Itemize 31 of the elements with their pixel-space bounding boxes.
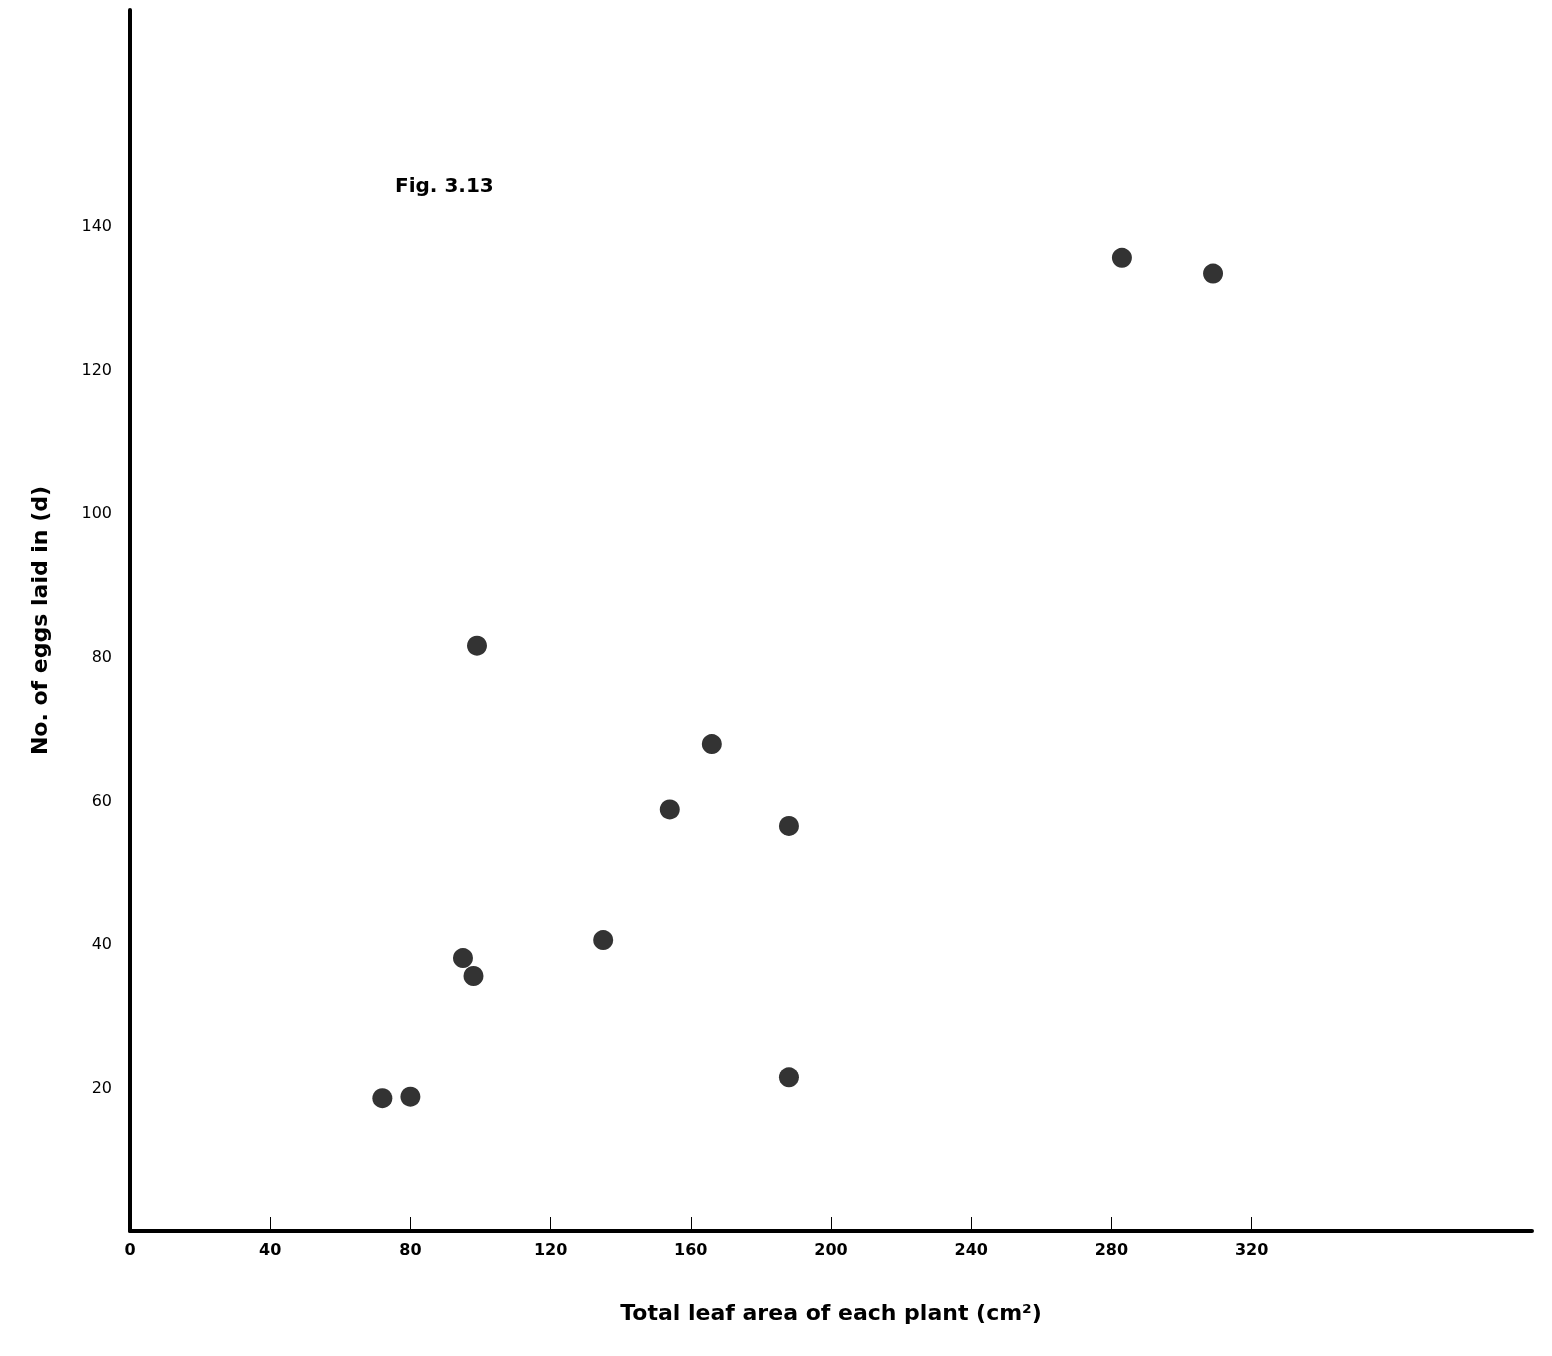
x-tick-label: 0 [124,1239,136,1259]
point [778,815,799,836]
y-tick-label: 20 [91,1077,112,1097]
x-tick-label: 200 [814,1239,848,1259]
x-tick-label: 320 [1234,1239,1269,1259]
y-tick-label: 120 [81,359,112,379]
point [372,1088,393,1109]
y-tick-label: 140 [81,215,112,235]
point [778,1067,799,1088]
text: Fig. 3.13 [395,173,494,197]
point [659,799,680,820]
y-axis-title: No. of eggs laid in (d) [26,485,52,756]
point [1203,263,1224,284]
x-tick-label: 80 [399,1239,422,1259]
x-tick-label: 280 [1094,1239,1129,1259]
x-axis-title: Total leaf area of each plant (cm²) [620,1299,1042,1325]
point [701,734,722,755]
point [453,948,473,969]
y-tick-label: 80 [91,646,112,666]
y-tick-label: 100 [81,503,112,523]
point [593,930,614,951]
x-tick-label: 120 [533,1239,568,1259]
point [463,966,484,987]
y-tick-label: 60 [91,790,112,810]
x-tick-label: 240 [954,1239,988,1259]
x-tick-label: 40 [259,1239,282,1259]
x-tick-label: 160 [674,1239,708,1259]
point [400,1086,421,1107]
point [467,635,487,656]
point [1111,247,1132,268]
y-tick-label: 40 [91,934,112,954]
